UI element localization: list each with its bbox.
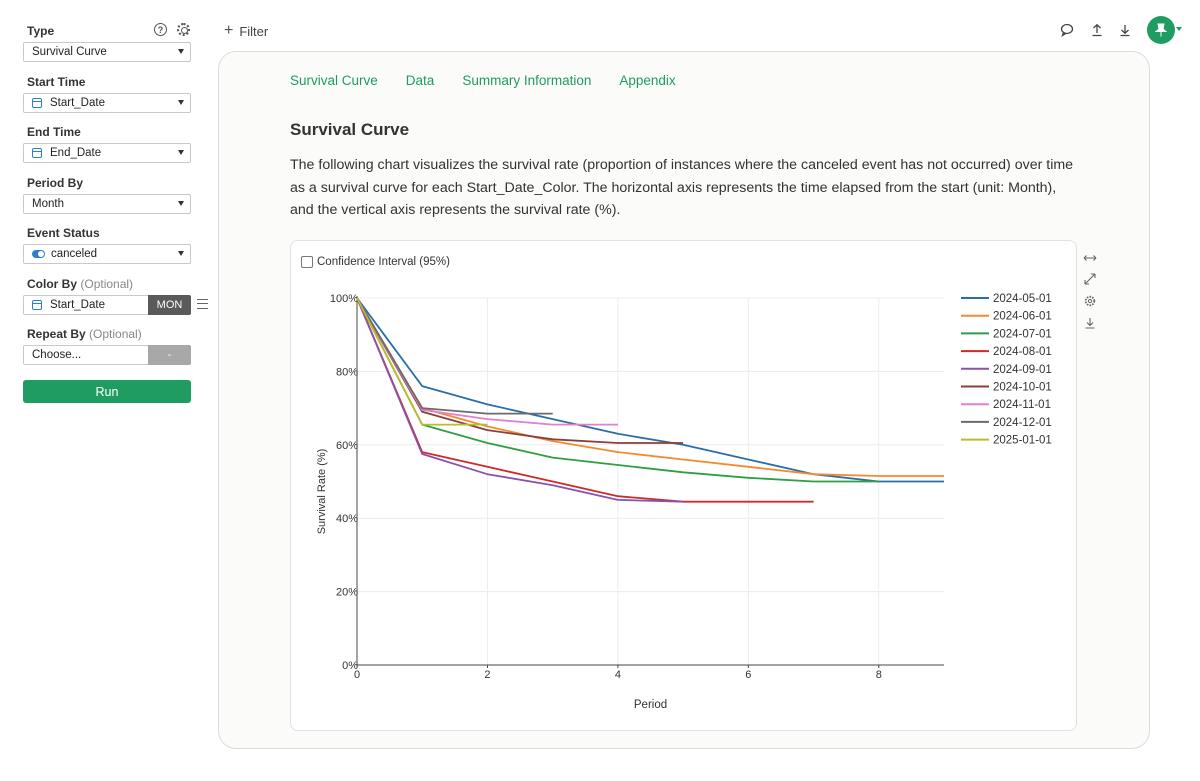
color-by-unit-button[interactable]: MON — [148, 295, 191, 315]
series-line-2024-09-01 — [356, 297, 684, 503]
color-by-label: Color By (Optional) — [27, 277, 133, 291]
type-select[interactable]: Survival Curve — [23, 42, 191, 62]
repeat-by-value: Choose... — [32, 349, 82, 361]
chevron-down-icon — [178, 49, 184, 54]
chevron-down-icon — [178, 150, 184, 155]
download-icon[interactable] — [1117, 22, 1133, 38]
help-icon[interactable]: ? — [154, 23, 167, 36]
legend-entry: 2024-05-01 — [993, 293, 1052, 305]
period-by-label: Period By — [27, 176, 84, 190]
x-tick-label: 8 — [876, 669, 882, 681]
run-button[interactable]: Run — [23, 380, 191, 403]
type-select-value: Survival Curve — [32, 46, 107, 58]
legend-entry: 2024-11-01 — [993, 399, 1051, 411]
pin-icon[interactable] — [1147, 16, 1175, 44]
filter-button[interactable]: + Filter — [224, 22, 268, 40]
start-time-value: Start_Date — [50, 97, 105, 109]
section-title: Survival Curve — [290, 120, 410, 139]
settings-icon[interactable] — [1082, 293, 1098, 309]
y-tick-label: 20% — [336, 587, 358, 599]
calendar-icon — [32, 148, 42, 158]
chart-card — [290, 240, 1077, 731]
repeat-by-optional: (Optional) — [89, 327, 142, 341]
color-by-optional: (Optional) — [80, 277, 134, 291]
end-time-value: End_Date — [50, 147, 102, 159]
y-tick-label: 80% — [336, 366, 358, 378]
start-time-label: Start Time — [27, 75, 86, 89]
upload-icon[interactable] — [1089, 22, 1105, 38]
calendar-icon — [32, 300, 42, 310]
toggle-icon — [32, 250, 45, 258]
color-by-select[interactable]: Start_Date — [23, 295, 149, 315]
y-tick-label: 40% — [336, 513, 358, 525]
legend-entry: 2024-06-01 — [993, 311, 1052, 323]
section-description: The following chart visualizes the survi… — [290, 157, 1074, 218]
end-time-label: End Time — [27, 125, 81, 139]
confidence-interval-checkbox[interactable] — [301, 256, 313, 268]
series-line-2024-12-01 — [356, 297, 553, 415]
series-line-2024-05-01 — [356, 297, 944, 483]
menu-icon[interactable] — [197, 299, 208, 309]
tab-data[interactable]: Data — [405, 73, 435, 88]
legend-entry: 2024-10-01 — [993, 382, 1052, 394]
fullscreen-icon[interactable] — [1082, 271, 1098, 287]
repeat-by-label: Repeat By (Optional) — [27, 327, 142, 341]
series-line-2025-01-01 — [356, 297, 488, 426]
x-tick-label: 6 — [745, 669, 751, 681]
type-label: Type — [27, 24, 55, 38]
chevron-down-icon[interactable] — [1176, 27, 1182, 31]
series-line-2024-07-01 — [356, 297, 879, 483]
tab-bar: Survival Curve Data Summary Information … — [290, 73, 676, 88]
legend-entry: 2024-07-01 — [993, 328, 1052, 340]
chevron-down-icon — [178, 201, 184, 206]
x-axis-label: Period — [634, 699, 667, 711]
tab-survival-curve[interactable]: Survival Curve — [290, 73, 378, 88]
legend-entry: 2024-09-01 — [993, 364, 1052, 376]
event-status-label: Event Status — [27, 226, 100, 240]
color-by-value: Start_Date — [50, 299, 105, 311]
event-status-select[interactable]: canceled — [23, 244, 191, 264]
filter-label: Filter — [239, 23, 269, 39]
repeat-by-unit-button[interactable]: - — [148, 345, 191, 365]
calendar-icon — [32, 98, 42, 108]
confidence-interval-label: Confidence Interval (95%) — [317, 256, 450, 268]
event-status-value: canceled — [51, 248, 98, 260]
y-tick-label: 0% — [342, 660, 358, 672]
repeat-by-label-text: Repeat By — [27, 327, 86, 341]
end-time-select[interactable]: End_Date — [23, 143, 191, 163]
y-tick-label: 100% — [330, 293, 358, 305]
x-tick-label: 2 — [484, 669, 490, 681]
legend-entry: 2024-08-01 — [993, 346, 1052, 358]
y-axis-label: Survival Rate (%) — [316, 449, 328, 535]
series-line-2024-06-01 — [356, 297, 944, 477]
expand-horizontal-icon[interactable] — [1082, 250, 1098, 266]
gear-icon[interactable] — [177, 23, 190, 36]
chevron-down-icon — [178, 100, 184, 105]
legend-entry: 2024-12-01 — [993, 417, 1052, 429]
plus-icon: + — [224, 22, 234, 39]
x-tick-label: 4 — [615, 669, 621, 681]
period-by-value: Month — [32, 198, 64, 210]
chevron-down-icon — [178, 251, 184, 256]
period-by-select[interactable]: Month — [23, 194, 191, 214]
x-tick-label: 0 — [354, 669, 360, 681]
comment-icon[interactable] — [1059, 22, 1075, 38]
tab-appendix[interactable]: Appendix — [619, 73, 676, 88]
start-time-select[interactable]: Start_Date — [23, 93, 191, 113]
download-chart-icon[interactable] — [1082, 315, 1098, 331]
tab-summary-information[interactable]: Summary Information — [462, 73, 592, 88]
color-by-label-text: Color By — [27, 277, 78, 291]
legend-entry: 2025-01-01 — [993, 435, 1052, 447]
y-tick-label: 60% — [336, 440, 358, 452]
series-line-2024-08-01 — [356, 297, 814, 503]
confidence-interval-toggle[interactable]: Confidence Interval (95%) — [301, 256, 450, 268]
